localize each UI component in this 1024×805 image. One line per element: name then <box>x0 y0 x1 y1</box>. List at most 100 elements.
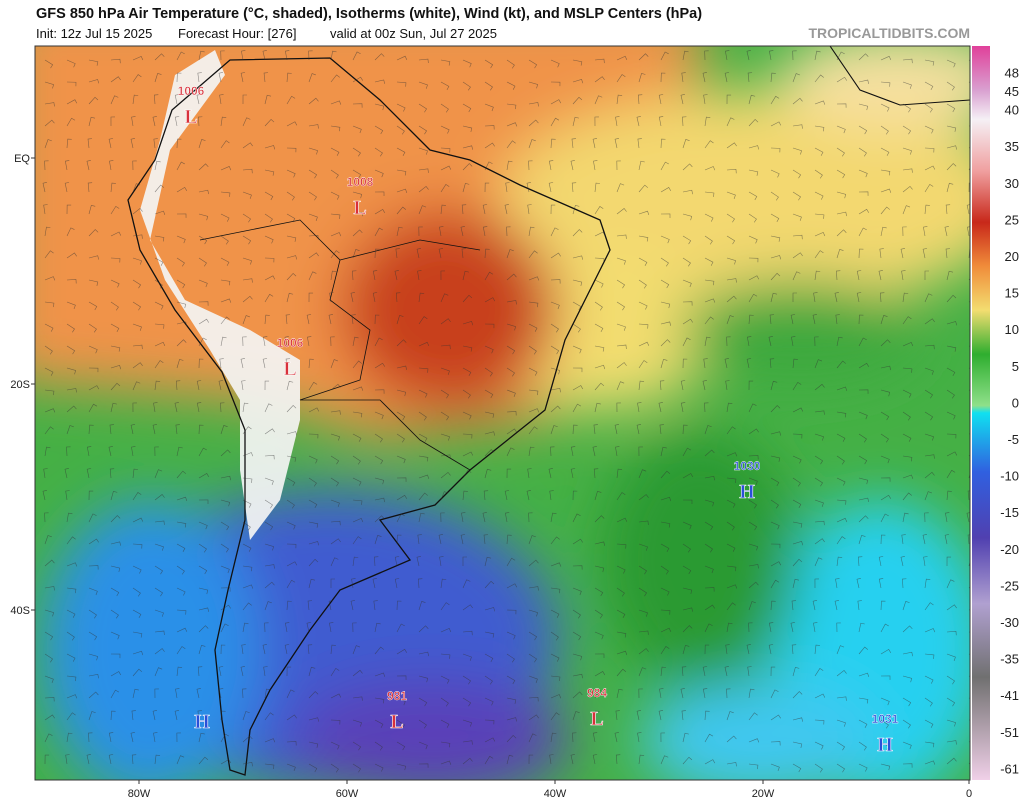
wind-barb <box>286 714 297 721</box>
wind-barb <box>66 59 76 68</box>
wind-barb <box>132 688 139 699</box>
wind-barb <box>196 688 201 699</box>
wind-barb <box>658 402 663 413</box>
wind-barb <box>924 760 936 765</box>
wind-barb <box>396 147 406 156</box>
wind-barb <box>352 763 361 773</box>
wind-barb <box>263 72 269 83</box>
wind-barb <box>482 226 488 237</box>
wind-barb <box>396 55 408 61</box>
wind-barb <box>242 213 251 223</box>
wind-barb <box>174 116 180 127</box>
wind-barb <box>242 117 251 127</box>
wind-barb <box>880 477 891 482</box>
wind-barb <box>924 653 935 659</box>
wind-barb <box>110 671 122 677</box>
wind-barb <box>418 186 429 193</box>
wind-barb <box>372 270 378 281</box>
wind-barb <box>526 490 531 501</box>
wind-barb <box>220 279 231 286</box>
wind-barb <box>834 600 840 611</box>
wind-barb <box>748 763 759 770</box>
wind-barb <box>198 587 209 595</box>
wind-barb <box>330 270 337 281</box>
wind-barb <box>352 76 363 83</box>
wind-barb <box>352 229 363 237</box>
wind-barb <box>462 163 473 171</box>
wind-barb <box>308 213 318 221</box>
wind-barb <box>418 474 430 479</box>
wind-barb <box>946 697 956 707</box>
wind-barb <box>220 587 231 592</box>
wind-barb <box>462 321 474 326</box>
wind-barb <box>814 359 823 369</box>
wind-barb <box>615 446 620 457</box>
wind-barb <box>572 323 581 333</box>
borders <box>199 219 481 471</box>
wind-barb <box>154 160 161 171</box>
wind-barb <box>616 344 627 350</box>
wind-barb <box>308 234 319 240</box>
wind-barb <box>462 675 471 685</box>
wind-barb <box>196 94 201 105</box>
wind-barb <box>108 732 114 743</box>
wind-barb <box>922 248 928 259</box>
wind-barb <box>856 578 861 589</box>
wind-barb <box>836 125 846 134</box>
wind-barb <box>702 688 708 699</box>
wind-barb <box>836 622 841 633</box>
wind-barb <box>814 383 825 391</box>
wind-barb <box>550 117 560 127</box>
wind-barb <box>572 59 583 66</box>
wind-barb <box>484 248 490 259</box>
wind-barb <box>396 455 406 464</box>
wind-barb <box>352 645 361 655</box>
wind-barb <box>527 204 532 215</box>
wind-barb <box>308 455 318 464</box>
wind-barb <box>44 367 54 376</box>
wind-barb <box>592 732 598 743</box>
wind-barb <box>132 160 137 171</box>
wind-barb <box>792 252 803 259</box>
wind-barb <box>395 248 400 259</box>
wind-barb <box>902 205 911 215</box>
wind-barb <box>592 138 598 149</box>
wind-barb <box>812 314 817 325</box>
wind-barb <box>790 314 796 325</box>
wind-barb <box>242 191 252 199</box>
wind-barb <box>88 513 97 523</box>
wind-barb <box>638 53 649 61</box>
wind-barb <box>594 689 603 699</box>
wind-barb <box>440 125 450 134</box>
wind-barb <box>88 538 99 545</box>
wind-barb <box>330 410 341 415</box>
wind-barb <box>460 226 465 237</box>
wind-barb <box>396 315 404 325</box>
colorbar-label: -10 <box>1000 469 1019 484</box>
wind-barb <box>506 249 514 259</box>
wind-barb <box>154 667 163 677</box>
wind-barb <box>506 140 516 149</box>
wind-barb <box>748 275 760 281</box>
wind-barb <box>218 666 224 677</box>
wind-barb <box>88 565 99 570</box>
wind-barb <box>66 512 73 523</box>
wind-barb <box>418 125 428 135</box>
wind-barb <box>614 138 620 149</box>
lon-label: 0 <box>966 788 972 800</box>
wind-barb <box>131 710 136 721</box>
wind-barb <box>110 490 118 501</box>
wind-barb <box>306 314 312 325</box>
wind-barb <box>286 191 295 201</box>
wind-barb <box>924 344 935 350</box>
wind-barb <box>198 756 209 765</box>
wind-barb <box>66 587 77 594</box>
wind-barb <box>110 76 121 83</box>
wind-barb <box>704 733 714 743</box>
wind-barb <box>396 81 407 87</box>
wind-barb <box>902 411 911 421</box>
wind-barb <box>64 468 69 479</box>
wind-barb <box>198 337 207 347</box>
wind-barb <box>330 477 339 487</box>
